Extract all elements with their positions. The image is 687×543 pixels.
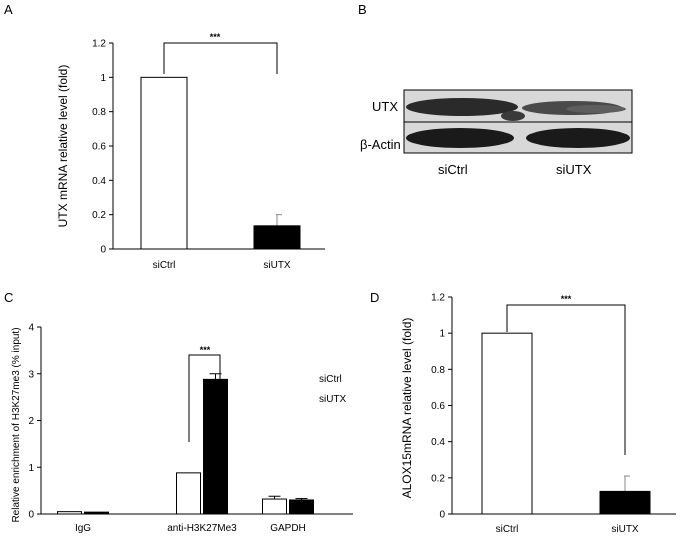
chart-a: 0 0.2 0.4 0.6 0.8 1 1.2 UTX mRNA relative level… [56, 32, 325, 271]
significance-label: *** [561, 294, 572, 304]
y-axis-title: ALOX15mRNA relative level (fold) [400, 318, 414, 499]
significance-bracket [506, 304, 626, 455]
y-tick-label: 0.4 [431, 437, 445, 448]
x-category-label: siCtrl [496, 524, 519, 535]
utx-band-smear [501, 111, 525, 121]
legend-entry-siutx: siUTX [319, 394, 347, 405]
bar-sictrl [481, 332, 533, 515]
x-category-label: siCtrl [153, 260, 176, 271]
bar-siutx-2 [289, 499, 314, 515]
bar-siutx [253, 225, 301, 250]
utx-band-siutx-tail [566, 105, 626, 113]
panel-letter-c: C [4, 290, 13, 305]
significance-bracket [163, 42, 278, 74]
x-category-label: siUTX [611, 524, 639, 535]
y-tick-label: 0 [100, 245, 106, 256]
bar-siutx-1 [203, 378, 228, 515]
blot-row-label-utx: UTX [372, 99, 398, 114]
y-tick-label: 0.8 [92, 107, 106, 118]
actin-band-sictrl [406, 128, 514, 148]
utx-band-sictrl [406, 98, 518, 116]
blot-lane-label-sictrl: siCtrl [438, 162, 468, 177]
x-category-label: GAPDH [270, 523, 306, 534]
significance-label: *** [200, 345, 211, 355]
y-tick-label: 2 [28, 416, 34, 427]
panel-letter-b: B [358, 2, 367, 17]
bar-siutx-0 [84, 511, 109, 515]
significance-label: *** [210, 32, 221, 42]
y-axis-title: Relative enrichment of H3K27me3 (% input… [11, 327, 22, 522]
x-category-label: IgG [75, 523, 91, 534]
actin-band-siutx [526, 128, 630, 148]
y-tick-label: 0.6 [92, 142, 106, 153]
bar-sictrl [140, 76, 188, 250]
bar-siutx [599, 490, 651, 515]
blot-lane-label-siutx: siUTX [556, 162, 592, 177]
y-tick-label: 0.4 [92, 176, 106, 187]
y-tick-label: 0.6 [431, 401, 445, 412]
chart-d: 0 0.2 0.4 0.6 0.8 1 1.2 ALOX15mRNA relative lev… [400, 293, 676, 535]
y-tick-label: 0.2 [431, 473, 445, 484]
y-tick-label: 0 [28, 510, 34, 521]
y-tick-label: 0.2 [92, 210, 106, 221]
y-tick-label: 1 [439, 329, 445, 340]
bar-sictrl-1 [176, 472, 201, 515]
blot-row-label-actin: β-Actin [360, 137, 401, 152]
chart-c: 0 1 2 3 4 Relative enrichment of H3K27me3 (% … [11, 323, 353, 534]
y-axis-title: UTX mRNA relative level (fold) [56, 65, 70, 228]
y-tick-label: 1 [100, 73, 106, 84]
panel-letter-d: D [370, 290, 379, 305]
x-category-label: anti-H3K27Me3 [167, 523, 237, 534]
legend-entry-sictrl: siCtrl [319, 374, 342, 385]
y-tick-label: 0 [439, 510, 445, 521]
y-tick-label: 0.8 [431, 365, 445, 376]
y-tick-label: 1 [28, 463, 34, 474]
western-blot: UTX β-Actin siCtrl siUTX [360, 89, 633, 177]
bar-sictrl-2 [262, 498, 287, 515]
x-category-label: siUTX [263, 260, 291, 271]
significance-bracket [188, 354, 221, 442]
y-tick-label: 4 [28, 323, 34, 334]
panel-letter-a: A [4, 2, 13, 17]
y-tick-label: 1.2 [92, 39, 106, 50]
bar-sictrl-0 [57, 511, 82, 515]
y-tick-label: 1.2 [431, 293, 445, 304]
y-tick-label: 3 [28, 369, 34, 380]
